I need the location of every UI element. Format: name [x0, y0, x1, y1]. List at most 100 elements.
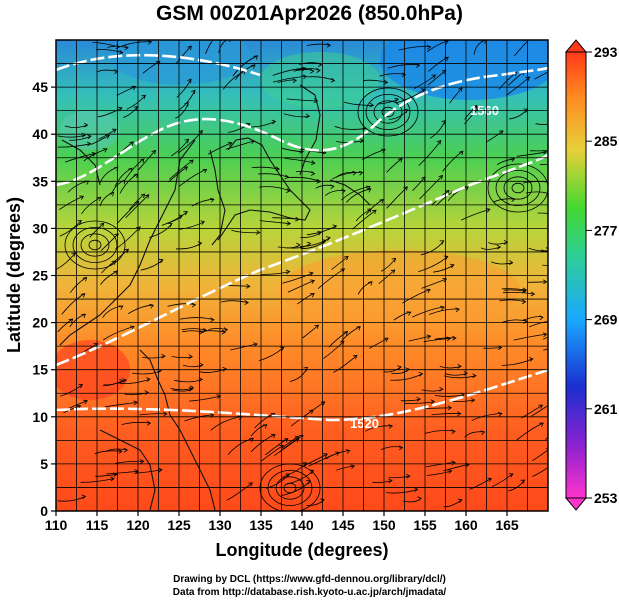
vortex-streamline [283, 482, 297, 494]
streamline-arrowhead [178, 214, 184, 220]
streamline [434, 394, 465, 397]
streamline-arrowhead [449, 263, 455, 269]
streamline [469, 478, 492, 490]
streamline-arrowhead [184, 138, 190, 144]
streamline-arrowhead [191, 302, 197, 308]
streamline-arrowhead [350, 464, 356, 469]
streamline-arrowhead [129, 141, 134, 146]
streamline-arrowhead [223, 327, 229, 333]
streamline-arrowhead [189, 385, 195, 391]
streamline [331, 256, 349, 270]
streamline-arrowhead [446, 336, 452, 342]
streamline-arrowhead [246, 283, 251, 289]
streamline-arrowhead [542, 332, 548, 338]
streamline-arrowhead [151, 149, 156, 155]
streamline-arrowhead [559, 65, 563, 69]
streamline-arrowhead [439, 240, 445, 245]
streamline-arrowhead [452, 335, 457, 341]
streamline-arrowhead [352, 170, 357, 176]
streamline-arrowhead [198, 329, 204, 335]
x-tick-label: 120 [126, 517, 150, 533]
streamline-arrowhead [302, 74, 308, 80]
streamline [174, 379, 203, 383]
streamline-arrowhead [345, 449, 351, 454]
vortex-streamline [80, 233, 110, 257]
streamline-arrowhead [109, 191, 115, 197]
streamline [251, 166, 280, 170]
streamline [426, 470, 452, 476]
streamline [60, 384, 83, 397]
streamline-arrowhead [99, 222, 105, 228]
streamline-arrowhead [299, 148, 304, 154]
streamline [167, 303, 196, 307]
streamline-arrowhead [416, 396, 421, 402]
streamline [385, 488, 418, 494]
streamline [516, 151, 547, 157]
streamline-arrowhead [144, 194, 150, 199]
streamline-arrowhead [141, 94, 147, 100]
streamline [231, 229, 260, 234]
streamline-arrowhead [251, 64, 256, 69]
y-tick-label: 20 [32, 315, 48, 331]
streamline [398, 46, 431, 51]
streamline-arrowhead [200, 220, 206, 225]
streamline-arrowhead [117, 106, 123, 112]
streamline [259, 220, 291, 225]
streamline [57, 143, 91, 148]
colorbar-tick-label: 293 [594, 44, 618, 60]
streamline [302, 324, 319, 339]
streamline-arrowhead [405, 367, 410, 373]
x-tick-label: 130 [208, 517, 232, 533]
streamline [529, 150, 548, 152]
streamline-arrowhead [503, 239, 509, 245]
streamline-arrowhead [530, 291, 536, 297]
y-axis-label: Latitude (degrees) [4, 197, 24, 353]
streamline-arrowhead [122, 378, 127, 383]
streamline [230, 343, 258, 351]
streamline [492, 473, 514, 487]
x-tick-label: 150 [372, 517, 396, 533]
y-tick-label: 30 [32, 220, 48, 236]
streamline [355, 208, 372, 222]
streamline [488, 241, 508, 245]
streamline [542, 336, 548, 340]
streamline [220, 300, 249, 303]
streamline-arrowhead [398, 157, 403, 163]
y-tick-label: 40 [32, 126, 48, 142]
streamline-arrowhead [279, 444, 284, 450]
streamline-arrowhead [458, 150, 464, 156]
streamline-arrowhead [136, 226, 141, 231]
streamline-arrowhead [83, 122, 89, 128]
streamline-arrowhead [207, 20, 211, 24]
streamline-arrowhead [555, 164, 559, 168]
streamline [126, 95, 146, 110]
streamline-arrowhead [308, 409, 314, 414]
streamline-arrowhead [444, 189, 450, 195]
streamline [299, 237, 331, 248]
streamline [540, 249, 548, 252]
streamline [265, 438, 289, 456]
streamline [100, 270, 118, 285]
streamline-arrowhead [383, 337, 389, 342]
streamline [225, 140, 255, 150]
streamline [401, 289, 431, 304]
streamline [372, 480, 393, 484]
streamline [424, 429, 456, 434]
streamline [178, 169, 207, 188]
streamline-arrowhead [105, 134, 110, 140]
streamline-arrowhead [463, 370, 468, 376]
streamline-arrowhead [285, 188, 291, 193]
y-axis-ticks: 0 5 10 15 20 25 30 35 40 45 [32, 79, 56, 519]
streamline-arrowhead [140, 193, 146, 198]
streamline [492, 198, 515, 203]
streamline [64, 152, 96, 163]
streamline-arrowhead [91, 151, 97, 157]
streamline-arrowhead [559, 248, 562, 252]
streamline [95, 473, 117, 477]
x-tick-label: 140 [290, 517, 314, 533]
streamline-arrowhead [270, 433, 276, 439]
streamline-arrowhead [458, 87, 463, 92]
x-tick-label: 110 [45, 517, 68, 533]
x-axis-ticks: 110 115 120 125 130 135 140 145 150 155 160 165 [45, 511, 519, 533]
streamline-arrowhead [476, 105, 481, 111]
